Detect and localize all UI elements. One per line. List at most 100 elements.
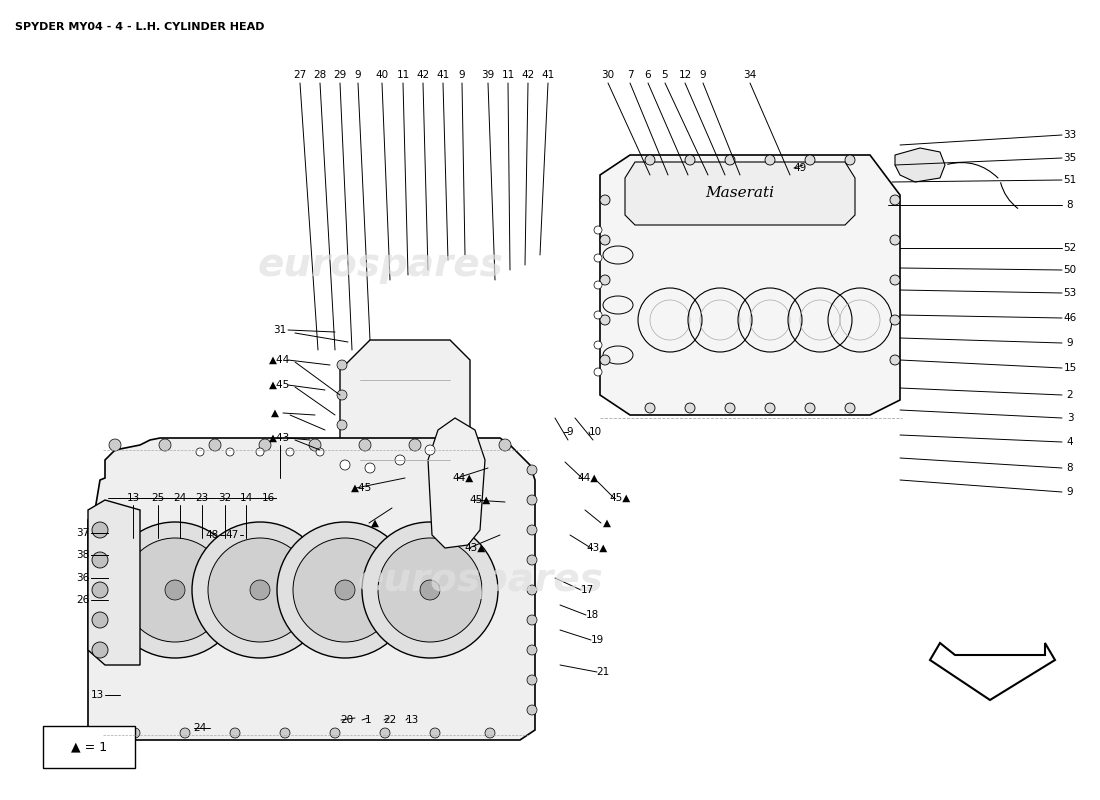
Text: 21: 21: [596, 667, 609, 677]
Text: 45▲: 45▲: [470, 495, 491, 505]
Circle shape: [123, 538, 227, 642]
Circle shape: [645, 155, 654, 165]
Text: 33: 33: [1064, 130, 1077, 140]
Circle shape: [340, 460, 350, 470]
Circle shape: [890, 315, 900, 325]
Text: 16: 16: [262, 493, 275, 503]
Circle shape: [600, 355, 610, 365]
Text: 49: 49: [793, 163, 806, 173]
Circle shape: [805, 403, 815, 413]
FancyBboxPatch shape: [43, 726, 135, 768]
Circle shape: [725, 155, 735, 165]
Text: ▲ = 1: ▲ = 1: [70, 741, 107, 754]
Circle shape: [420, 580, 440, 600]
Circle shape: [180, 728, 190, 738]
Circle shape: [685, 403, 695, 413]
Circle shape: [337, 450, 346, 460]
Text: 25: 25: [152, 493, 165, 503]
Text: ▲: ▲: [371, 518, 380, 528]
Circle shape: [192, 522, 328, 658]
Circle shape: [890, 195, 900, 205]
Circle shape: [208, 538, 312, 642]
Circle shape: [92, 612, 108, 628]
Circle shape: [594, 226, 602, 234]
Polygon shape: [930, 643, 1055, 700]
Text: 42: 42: [417, 70, 430, 80]
Text: 11: 11: [502, 70, 515, 80]
Text: 13: 13: [126, 493, 140, 503]
Text: ▲45: ▲45: [351, 483, 373, 493]
Text: 9: 9: [1067, 487, 1074, 497]
Text: 53: 53: [1064, 288, 1077, 298]
Circle shape: [378, 538, 482, 642]
Polygon shape: [895, 148, 945, 182]
Text: 46: 46: [1064, 313, 1077, 323]
Text: 8: 8: [1067, 463, 1074, 473]
Circle shape: [130, 728, 140, 738]
Circle shape: [845, 403, 855, 413]
Text: 30: 30: [602, 70, 615, 80]
Text: 38: 38: [76, 550, 89, 560]
Circle shape: [685, 155, 695, 165]
Circle shape: [594, 368, 602, 376]
Polygon shape: [600, 155, 900, 415]
Circle shape: [92, 642, 108, 658]
Text: 22: 22: [384, 715, 397, 725]
Circle shape: [527, 615, 537, 625]
Circle shape: [594, 341, 602, 349]
Circle shape: [527, 495, 537, 505]
Circle shape: [160, 439, 170, 451]
Text: 13: 13: [90, 690, 103, 700]
Circle shape: [527, 465, 537, 475]
Text: 43▲: 43▲: [464, 543, 485, 553]
Text: 19: 19: [591, 635, 604, 645]
Circle shape: [594, 281, 602, 289]
Text: 11: 11: [396, 70, 409, 80]
Text: 15: 15: [1064, 363, 1077, 373]
Circle shape: [330, 728, 340, 738]
Text: 27: 27: [294, 70, 307, 80]
Circle shape: [359, 439, 371, 451]
Circle shape: [337, 360, 346, 370]
Circle shape: [645, 403, 654, 413]
Circle shape: [764, 403, 776, 413]
Text: 17: 17: [581, 585, 594, 595]
Text: ▲45: ▲45: [270, 380, 290, 390]
Circle shape: [764, 155, 776, 165]
Circle shape: [337, 480, 346, 490]
Text: 24: 24: [174, 493, 187, 503]
Circle shape: [316, 448, 324, 456]
Text: 12: 12: [679, 70, 692, 80]
Circle shape: [277, 522, 412, 658]
Circle shape: [890, 355, 900, 365]
Circle shape: [725, 403, 735, 413]
Text: 6: 6: [645, 70, 651, 80]
Text: 14: 14: [240, 493, 253, 503]
Circle shape: [890, 275, 900, 285]
Text: SPYDER MY04 - 4 - L.H. CYLINDER HEAD: SPYDER MY04 - 4 - L.H. CYLINDER HEAD: [15, 22, 264, 32]
Text: 52: 52: [1064, 243, 1077, 253]
Text: 47: 47: [226, 530, 239, 540]
Circle shape: [409, 439, 421, 451]
Circle shape: [527, 555, 537, 565]
Text: 8: 8: [1067, 200, 1074, 210]
Polygon shape: [370, 498, 450, 580]
Text: 13: 13: [406, 715, 419, 725]
Circle shape: [258, 439, 271, 451]
Circle shape: [430, 728, 440, 738]
Text: 41: 41: [541, 70, 554, 80]
Circle shape: [286, 448, 294, 456]
Circle shape: [309, 439, 321, 451]
Circle shape: [459, 439, 471, 451]
Circle shape: [165, 580, 185, 600]
Circle shape: [845, 155, 855, 165]
Circle shape: [362, 522, 498, 658]
Circle shape: [230, 728, 240, 738]
Text: 41: 41: [437, 70, 450, 80]
Text: ▲43: ▲43: [270, 433, 290, 443]
Circle shape: [527, 705, 537, 715]
Text: 4: 4: [1067, 437, 1074, 447]
Polygon shape: [88, 438, 535, 740]
Text: 51: 51: [1064, 175, 1077, 185]
Circle shape: [92, 552, 108, 568]
